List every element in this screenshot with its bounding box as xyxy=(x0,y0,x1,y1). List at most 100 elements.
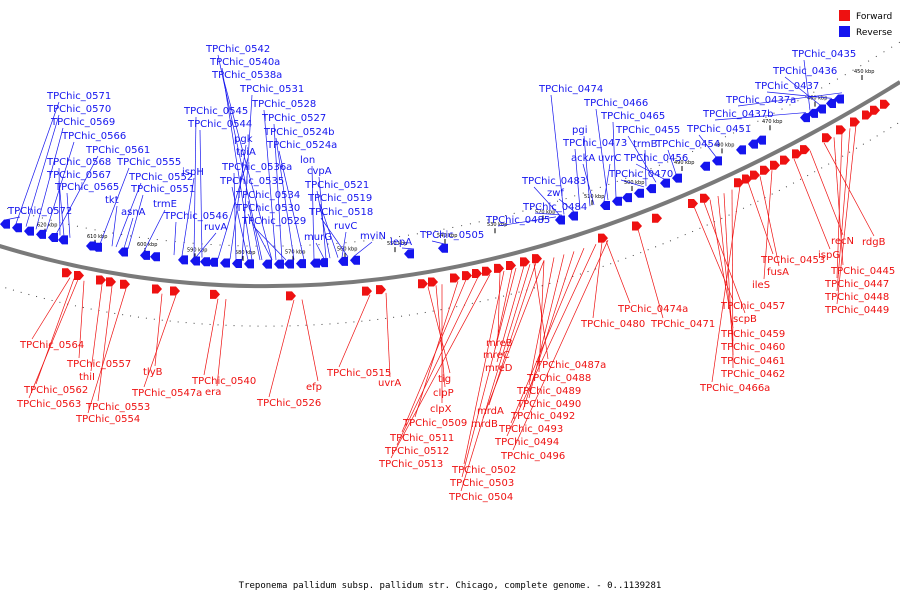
reverse-gene-arrow[interactable] xyxy=(48,232,58,242)
forward-gene-arrow[interactable] xyxy=(418,279,428,289)
reverse-gene-arrow[interactable] xyxy=(244,259,254,269)
forward-gene-arrow[interactable] xyxy=(482,266,492,276)
forward-gene-arrow[interactable] xyxy=(688,198,698,208)
forward-gene-arrow[interactable] xyxy=(734,178,744,188)
forward-gene-arrow[interactable] xyxy=(652,213,662,223)
reverse-gene-label: ispH xyxy=(182,167,204,178)
tick-label: 590 kbp xyxy=(187,247,207,253)
reverse-gene-arrow[interactable] xyxy=(660,178,670,188)
reverse-gene-arrow[interactable] xyxy=(438,243,448,253)
reverse-gene-arrow[interactable] xyxy=(646,184,656,194)
reverse-gene-label: TPChic_0456 xyxy=(623,153,688,164)
forward-gene-arrow[interactable] xyxy=(170,286,180,296)
forward-gene-arrow[interactable] xyxy=(700,193,710,203)
forward-gene-arrow[interactable] xyxy=(822,133,832,143)
forward-gene-label: ileS xyxy=(752,280,770,291)
leader-line xyxy=(431,240,445,245)
reverse-gene-arrow[interactable] xyxy=(826,99,836,109)
reverse-gene-arrow[interactable] xyxy=(404,249,414,259)
tick-label: 570 kbp xyxy=(285,250,305,256)
forward-gene-arrow[interactable] xyxy=(428,277,438,287)
reverse-gene-arrow[interactable] xyxy=(232,259,242,269)
forward-gene-arrow[interactable] xyxy=(870,105,880,115)
forward-gene-arrow[interactable] xyxy=(760,165,770,175)
reverse-gene-arrow[interactable] xyxy=(190,256,200,266)
reverse-gene-arrow[interactable] xyxy=(310,258,320,268)
reverse-gene-arrow[interactable] xyxy=(284,259,294,269)
forward-gene-arrow[interactable] xyxy=(62,268,72,278)
forward-gene-arrow[interactable] xyxy=(598,233,608,243)
leader-line xyxy=(550,94,565,215)
reverse-gene-arrow[interactable] xyxy=(12,223,22,233)
forward-gene-arrow[interactable] xyxy=(770,160,780,170)
reverse-gene-arrow[interactable] xyxy=(274,259,284,269)
reverse-gene-arrow[interactable] xyxy=(118,247,128,257)
reverse-gene-arrow[interactable] xyxy=(600,200,610,210)
reverse-gene-arrow[interactable] xyxy=(36,229,46,239)
reverse-gene-arrow[interactable] xyxy=(200,257,210,267)
forward-gene-arrow[interactable] xyxy=(472,268,482,278)
reverse-gene-arrow[interactable] xyxy=(834,94,844,104)
forward-gene-arrow[interactable] xyxy=(74,271,84,281)
reverse-gene-arrow[interactable] xyxy=(700,161,710,171)
forward-gene-arrow[interactable] xyxy=(880,99,890,109)
forward-gene-arrow[interactable] xyxy=(780,155,790,165)
reverse-gene-arrow[interactable] xyxy=(150,252,160,262)
forward-gene-arrow[interactable] xyxy=(520,257,530,267)
forward-gene-arrow[interactable] xyxy=(632,221,642,231)
forward-gene-arrow[interactable] xyxy=(836,125,846,135)
reverse-gene-arrow[interactable] xyxy=(622,193,632,203)
forward-gene-arrow[interactable] xyxy=(862,110,872,120)
reverse-gene-arrow[interactable] xyxy=(612,196,622,206)
forward-gene-arrow[interactable] xyxy=(376,285,386,295)
reverse-gene-arrow[interactable] xyxy=(736,145,746,155)
reverse-gene-arrow[interactable] xyxy=(634,188,644,198)
forward-gene-arrow[interactable] xyxy=(750,170,760,180)
forward-gene-arrow[interactable] xyxy=(506,260,516,270)
reverse-gene-arrow[interactable] xyxy=(58,235,68,245)
forward-gene-arrow[interactable] xyxy=(494,263,504,273)
forward-gene-arrow[interactable] xyxy=(850,117,860,127)
reverse-gene-arrow[interactable] xyxy=(140,250,150,260)
forward-gene-arrow[interactable] xyxy=(120,279,130,289)
forward-gene-arrow[interactable] xyxy=(210,289,220,299)
forward-gene-arrow[interactable] xyxy=(286,291,296,301)
reverse-gene-arrow[interactable] xyxy=(24,226,34,236)
reverse-gene-arrow[interactable] xyxy=(672,173,682,183)
reverse-gene-arrow[interactable] xyxy=(712,156,722,166)
reverse-gene-arrow[interactable] xyxy=(748,139,758,149)
reverse-gene-arrow[interactable] xyxy=(318,258,328,268)
forward-gene-label: ispG xyxy=(818,250,840,261)
reverse-gene-label: TPChic_0519 xyxy=(307,193,372,204)
reverse-gene-arrow[interactable] xyxy=(816,104,826,114)
reverse-gene-arrow[interactable] xyxy=(808,108,818,118)
reverse-gene-arrow[interactable] xyxy=(220,258,230,268)
reverse-gene-arrow[interactable] xyxy=(0,219,10,229)
leader-line xyxy=(319,203,339,258)
reverse-gene-arrow[interactable] xyxy=(92,242,102,252)
forward-gene-arrow[interactable] xyxy=(532,254,542,264)
forward-gene-arrow[interactable] xyxy=(96,275,106,285)
reverse-gene-arrow[interactable] xyxy=(568,211,578,221)
reverse-gene-arrow[interactable] xyxy=(555,215,565,225)
forward-gene-arrow[interactable] xyxy=(800,145,810,155)
reverse-gene-label: murG xyxy=(304,232,332,243)
forward-gene-arrow[interactable] xyxy=(152,284,162,294)
forward-gene-arrow[interactable] xyxy=(462,271,472,281)
reverse-gene-arrow[interactable] xyxy=(262,259,272,269)
reverse-gene-arrow[interactable] xyxy=(800,113,810,123)
forward-gene-arrow[interactable] xyxy=(792,149,802,159)
forward-gene-arrow[interactable] xyxy=(742,174,752,184)
reverse-gene-arrow[interactable] xyxy=(208,257,218,267)
leader-line xyxy=(793,158,831,250)
reverse-gene-arrow[interactable] xyxy=(350,255,360,265)
reverse-gene-arrow[interactable] xyxy=(756,135,766,145)
forward-gene-arrow[interactable] xyxy=(362,286,372,296)
forward-gene-arrow[interactable] xyxy=(450,273,460,283)
reverse-gene-arrow[interactable] xyxy=(338,256,348,266)
reverse-gene-arrow[interactable] xyxy=(296,259,306,269)
reverse-gene-label: TPChic_0437 xyxy=(754,81,819,92)
tick-label: 520 kbp xyxy=(535,209,555,215)
forward-gene-arrow[interactable] xyxy=(106,277,116,287)
reverse-gene-arrow[interactable] xyxy=(178,255,188,265)
